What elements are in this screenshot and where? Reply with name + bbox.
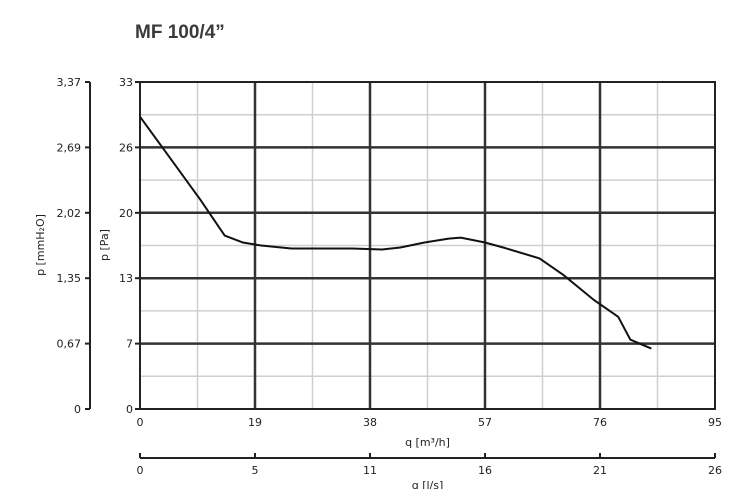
x-tick-label: 0 — [137, 416, 144, 429]
y-tick-label: 26 — [119, 141, 133, 154]
x-tick-label: 38 — [363, 416, 377, 429]
x-tick-label: 95 — [708, 416, 722, 429]
y-tick-label: 33 — [119, 76, 133, 89]
major-grid — [140, 82, 715, 409]
y2-tick-label: 3,37 — [57, 76, 82, 89]
x-tick-label: 57 — [478, 416, 492, 429]
series-line — [139, 116, 652, 350]
y2-tick-label: 2,69 — [57, 141, 82, 154]
y-axis-label: p [Pa] — [98, 229, 111, 261]
x-axis-label: q [m³/h] — [405, 436, 450, 449]
x2-tick-label: 0 — [137, 464, 144, 477]
y2-axis-label: p [mmH₂O] — [34, 214, 47, 276]
x2-tick-label: 16 — [478, 464, 492, 477]
axes — [85, 81, 716, 459]
tick-labels: 0 0,67 1,35 2,02 2,69 3,37 0 7 13 20 26 33 0 19 38 57 76… — [57, 76, 723, 477]
x2-tick-label: 5 — [252, 464, 259, 477]
y-tick-label: 0 — [126, 403, 133, 416]
minor-grid — [140, 82, 715, 409]
y2-tick-label: 0,67 — [57, 338, 82, 351]
y-tick-label: 13 — [119, 272, 133, 285]
y-tick-label: 7 — [126, 338, 133, 351]
x2-axis-label: q [l/s] — [412, 479, 444, 489]
x2-tick-label: 21 — [593, 464, 607, 477]
plot-frame — [139, 81, 716, 410]
x2-tick-label: 26 — [708, 464, 722, 477]
y-tick-label: 20 — [119, 207, 133, 220]
x-tick-label: 76 — [593, 416, 607, 429]
x2-tick-label: 11 — [363, 464, 377, 477]
x-tick-label: 19 — [248, 416, 262, 429]
y2-tick-label: 0 — [74, 403, 81, 416]
chart-title: MF 100/4” — [135, 22, 225, 43]
y2-tick-label: 2,02 — [57, 207, 82, 220]
y2-tick-label: 1,35 — [57, 272, 82, 285]
